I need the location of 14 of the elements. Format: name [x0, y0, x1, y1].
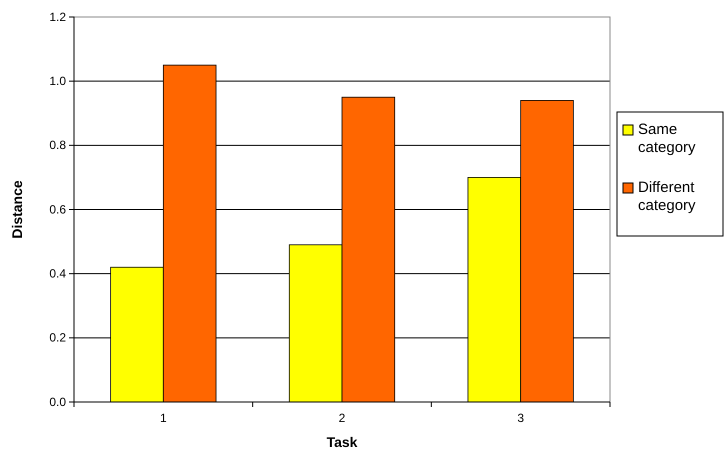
legend-label: Different category [638, 179, 696, 214]
y-tick-label: 0.6 [49, 202, 66, 216]
y-tick-label: 0.4 [49, 266, 66, 281]
y-tick-label: 0.2 [49, 330, 66, 345]
x-tick-label: 3 [517, 411, 524, 425]
x-tick-label: 2 [338, 411, 346, 425]
y-tick-label: 0.8 [49, 138, 66, 152]
y-tick-label: 0.0 [49, 394, 66, 409]
y-tick-label: 1.2 [49, 10, 66, 24]
x-axis-title: Task [326, 434, 358, 450]
y-axis-title: Distance [9, 180, 25, 239]
y-tick-label: 1.0 [49, 74, 66, 88]
legend-label: Same category [638, 121, 696, 156]
x-tick-label: 1 [160, 411, 167, 425]
